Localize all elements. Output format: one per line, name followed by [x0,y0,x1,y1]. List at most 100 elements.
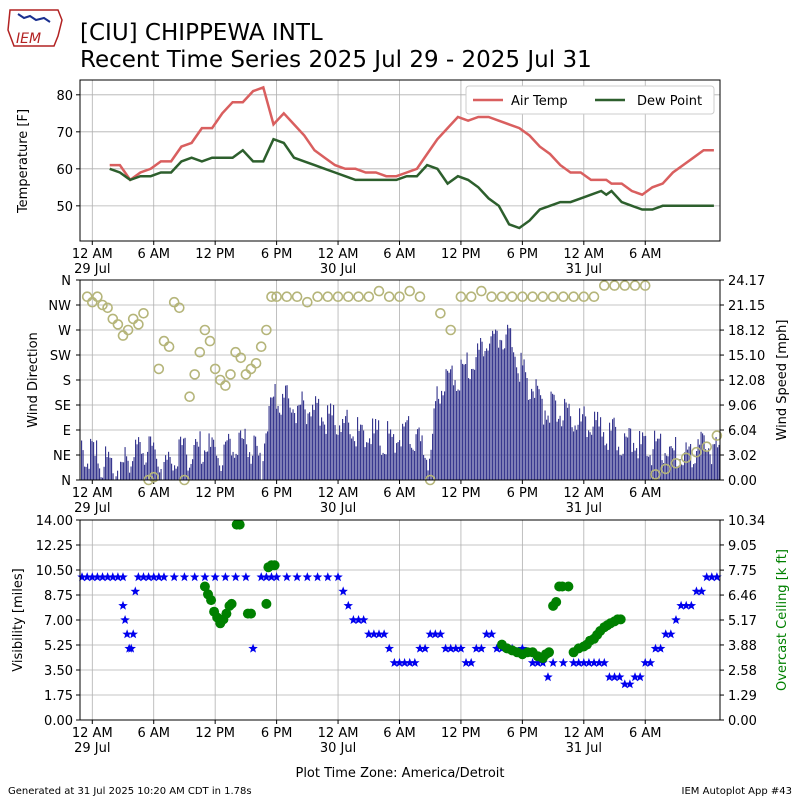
wind-speed-bar [408,416,410,480]
wind-speed-bar [678,465,680,480]
wind-speed-bar [156,458,158,480]
wind-speed-bar [622,453,624,480]
wind-speed-bar [361,424,363,480]
wind-speed-bar [148,436,150,480]
wind-speed-bar [597,411,599,480]
wind-speed-bar [385,454,387,480]
wind-speed-bar [646,455,648,480]
visibility-point [486,629,497,639]
wind-speed-bar [132,461,134,480]
wind-speed-bar [340,432,342,480]
wind-speed-bar [393,434,395,480]
visibility-point [614,672,625,682]
wind-speed-bar [400,446,402,480]
wind-speed-bar [337,434,339,480]
wind-speed-bar [643,436,645,480]
wind-speed-bar [685,442,687,480]
wind-speed-bar [637,458,639,480]
visibility-point [650,643,661,653]
wind-speed-bar [282,393,284,480]
wind-speed-bar [121,462,123,480]
wind-speed-bar [436,386,438,480]
x-date-label: 30 Jul [320,741,356,756]
wind-speed-bar [135,439,137,480]
wind-direction-point [209,363,221,375]
wind-speed-bar [213,439,215,480]
ceiling-tick-label: 6.46 [728,589,757,604]
speed-tick-label: 0.00 [728,474,757,489]
wind-speed-bar [510,328,512,480]
visibility-point [348,615,359,624]
wind-speed-bar [432,433,434,480]
x-tick-label: 12 AM [318,486,359,501]
wind-speed-bar [595,420,597,480]
wind-speed-bar [237,455,239,480]
wind-speed-bar [433,408,435,480]
wind-speed-bar [103,466,105,480]
wind-speed-bar [244,428,246,480]
wind-speed-bar [349,434,351,480]
visibility-point [594,657,604,667]
temperature-y-label: Temperature [F] [16,109,31,214]
wind-speed-bar [525,372,527,480]
speed-tick-label: 24.17 [728,274,765,289]
direction-tick-label: S [63,374,71,389]
visibility-point [420,643,430,653]
app-note: IEM Autoplot App #43 [682,786,792,797]
wind-direction-point [240,369,252,380]
visibility-point [138,572,149,582]
wind-speed-bar [298,404,300,480]
speed-tick-label: 3.02 [728,449,757,464]
wind-speed-bar [99,468,101,480]
wind-speed-bar [262,461,264,480]
wind-speed-bar [607,449,609,480]
wind-speed-bar [87,463,89,480]
x-tick-label: 6 PM [507,247,538,262]
dew-point-line [109,137,714,230]
wind-speed-bar [214,446,216,480]
ceiling-point [206,595,217,606]
wind-speed-bar [354,441,356,480]
wind-speed-bar [535,379,537,480]
wind-direction-point [189,369,200,380]
x-tick-label: 12 PM [441,247,481,262]
wind-speed-bar [289,407,291,480]
wind-direction-point [122,324,134,336]
wind-direction-point [588,291,600,303]
wind-speed-bar [127,460,129,480]
wind-speed-bar [184,437,186,480]
wind-speed-bar [339,425,341,480]
visibility-point [425,629,435,639]
wind-speed-bar [538,389,540,480]
wind-speed-bar [472,368,474,480]
wind-speed-bar [388,433,390,480]
speed-tick-label: 12.08 [728,374,765,389]
visibility-point [471,643,481,653]
wind-speed-bar [232,451,234,480]
wind-speed-bar [475,357,477,480]
wind-speed-bar [226,440,228,480]
wind-speed-bar [513,352,515,480]
wind-direction-point [271,291,282,303]
direction-tick-label: N [61,474,71,489]
visibility-point [122,629,132,639]
wind-speed-bar [333,405,335,480]
wind-speed-bar [196,441,198,480]
speed-tick-label: 6.04 [728,424,757,439]
wind-speed-bar [111,458,113,480]
wind-speed-bar [321,417,323,480]
wind-speed-bar [126,456,128,480]
timezone-label: Plot Time Zone: America/Detroit [295,766,504,781]
x-tick-label: 6 AM [629,486,662,501]
wind-speed-bar [562,420,564,480]
wind-speed-bar [253,435,255,480]
wind-speed-bar [663,463,665,480]
wind-speed-bar [679,459,681,480]
wind-speed-bar [573,431,575,480]
wind-speed-bar [574,425,576,480]
wind-direction-point [568,291,579,303]
x-tick-label: 6 PM [507,486,538,501]
wind-direction-point [435,307,446,319]
visibility-point [527,657,538,667]
